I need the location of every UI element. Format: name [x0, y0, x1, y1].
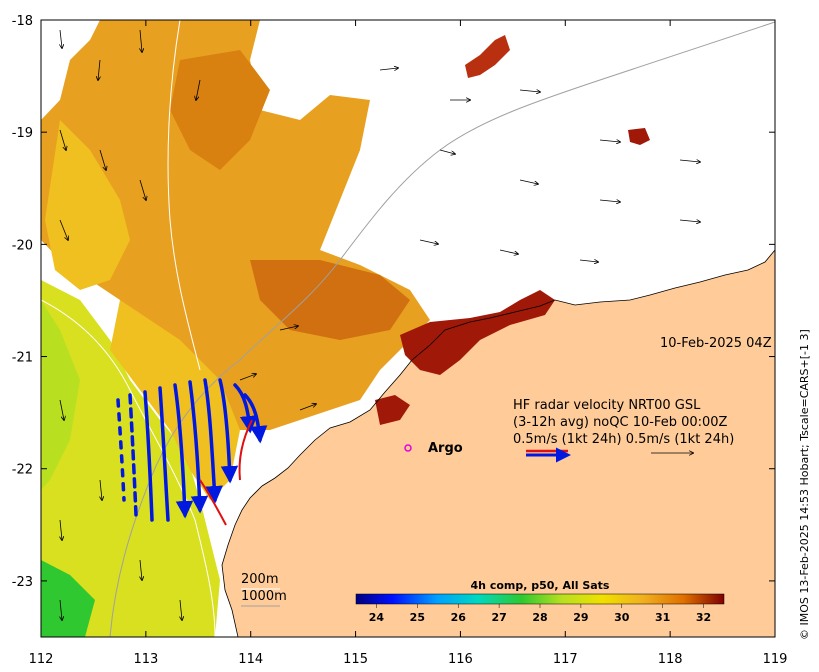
glider-track	[238, 419, 253, 481]
sst-mid-yellow-south	[110, 300, 240, 500]
argo-label: Argo	[428, 441, 463, 456]
x-tick-label: 112	[29, 652, 54, 667]
sst-yellow-southwest	[41, 300, 80, 490]
x-tick-label: 114	[238, 652, 263, 667]
colorbar-tick-label: 31	[655, 611, 670, 624]
timestamp-label: 10-Feb-2025 04Z	[660, 336, 772, 351]
colorbar-tick-label: 30	[614, 611, 630, 624]
x-tick-label: 115	[343, 652, 368, 667]
isobath-label-1000m: 1000m	[241, 589, 287, 604]
x-tick-label: 113	[133, 652, 158, 667]
isobath-200m	[41, 299, 216, 637]
y-tick-label: -18	[12, 14, 33, 29]
isobath-north	[167, 20, 201, 371]
y-tick-label: -23	[12, 575, 33, 590]
x-tick-label: 117	[553, 652, 578, 667]
colorbar-tick-label: 24	[369, 611, 385, 624]
x-tick-label: 116	[448, 652, 473, 667]
model-current-arrows	[60, 29, 700, 620]
argo-marker	[404, 444, 412, 452]
hf-radar-arrows	[116, 378, 268, 522]
x-axis: 112 113 114 115 116 117 118 119	[29, 20, 788, 667]
sst-green-patch	[41, 560, 95, 637]
sst-dark-orange	[170, 50, 270, 170]
isobath-label-200m: 200m	[241, 572, 278, 587]
legend-line-3: 0.5m/s (1kt 24h) 0.5m/s (1kt 24h)	[513, 432, 734, 447]
colorbar-tick-label: 26	[451, 611, 467, 624]
glider-track-2	[199, 479, 227, 526]
colorbar	[355, 593, 725, 605]
colorbar-tick-label: 28	[532, 611, 547, 624]
colorbar-labels: 24 25 26 27 28 29 30 31 32	[369, 611, 711, 624]
sst-hot-east	[628, 128, 650, 145]
sst-dark-orange-2	[250, 260, 410, 340]
map-area	[41, 20, 775, 637]
land-mass	[222, 250, 775, 637]
sst-hot-north	[465, 35, 510, 78]
y-tick-label: -21	[12, 351, 33, 366]
plot-frame	[40, 19, 776, 638]
sst-mid-yellow	[45, 120, 130, 290]
sst-hot-patch-2	[375, 395, 410, 425]
colorbar-tick-marks	[376, 604, 704, 608]
colorbar-tick-label: 32	[696, 611, 711, 624]
y-tick-label: -22	[12, 463, 33, 478]
x-tick-label: 118	[658, 652, 683, 667]
legend-line-1: HF radar velocity NRT00 GSL	[513, 398, 701, 413]
y-tick-label: -19	[12, 126, 33, 141]
colorbar-tick-label: 25	[410, 611, 425, 624]
y-axis: -18 -19 -20 -21 -22 -23	[12, 14, 775, 590]
colorbar-tick-label: 29	[573, 611, 588, 624]
colorbar-tick-label: 27	[491, 611, 506, 624]
coastline	[221, 249, 775, 637]
legend-line-2: (3-12h avg) noQC 10-Feb 00:00Z	[513, 415, 728, 430]
colorbar-title: 4h comp, p50, All Sats	[471, 579, 610, 592]
credit-text: © IMOS 13-Feb-2025 14:53 Hobart; Tscale=…	[798, 329, 811, 640]
sst-cool-west	[41, 280, 220, 637]
y-tick-label: -20	[12, 238, 33, 253]
x-tick-label: 119	[763, 652, 788, 667]
sst-hot-coastal	[400, 290, 555, 375]
